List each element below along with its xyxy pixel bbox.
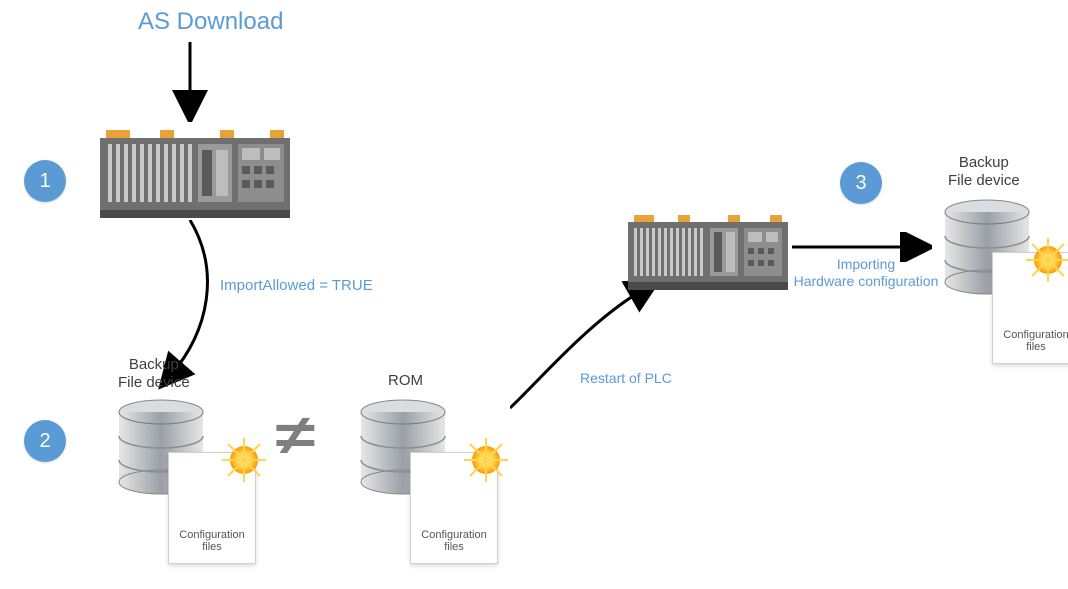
rom-label: ROM	[388, 372, 423, 390]
step-badge-2: 2	[24, 420, 66, 462]
plc-2	[628, 210, 788, 294]
plc-icon	[628, 210, 788, 294]
config-card-3-text: Configuration files	[1003, 329, 1068, 353]
step-badge-1: 1	[24, 160, 66, 202]
arrow-restart	[510, 280, 660, 420]
config-card-2-text: Configuration files	[421, 529, 486, 553]
backup-device-2-line1: Backup	[948, 154, 1020, 172]
diagram-root: AS Download 1	[0, 0, 1068, 589]
backup-device-1-label: Backup File device	[118, 356, 190, 392]
import-allowed-label: ImportAllowed = TRUE	[220, 277, 373, 295]
step-3-num: 3	[855, 172, 866, 195]
importing-line2: Hardware configuration	[786, 273, 946, 290]
plc-icon	[100, 124, 290, 222]
sparkle-icon-2	[464, 438, 508, 482]
sparkle-icon-3	[1026, 238, 1068, 282]
config-card-1-text: Configuration files	[179, 529, 244, 553]
plc-1	[100, 124, 290, 222]
sparkle-icon-1	[222, 438, 266, 482]
step-badge-3: 3	[840, 162, 882, 204]
backup-device-1-line2: File device	[118, 374, 190, 392]
backup-device-2-label: Backup File device	[948, 154, 1020, 190]
step-2-num: 2	[39, 430, 50, 453]
arrow-title-to-plc1	[170, 42, 210, 122]
step-1-num: 1	[39, 170, 50, 193]
not-equal-icon: ≠	[275, 402, 315, 467]
title: AS Download	[138, 8, 283, 36]
backup-device-2-line2: File device	[948, 172, 1020, 190]
importing-line1: Importing	[786, 256, 946, 273]
importing-label: Importing Hardware configuration	[786, 256, 946, 290]
restart-label: Restart of PLC	[580, 370, 672, 387]
backup-device-1-line1: Backup	[118, 356, 190, 374]
